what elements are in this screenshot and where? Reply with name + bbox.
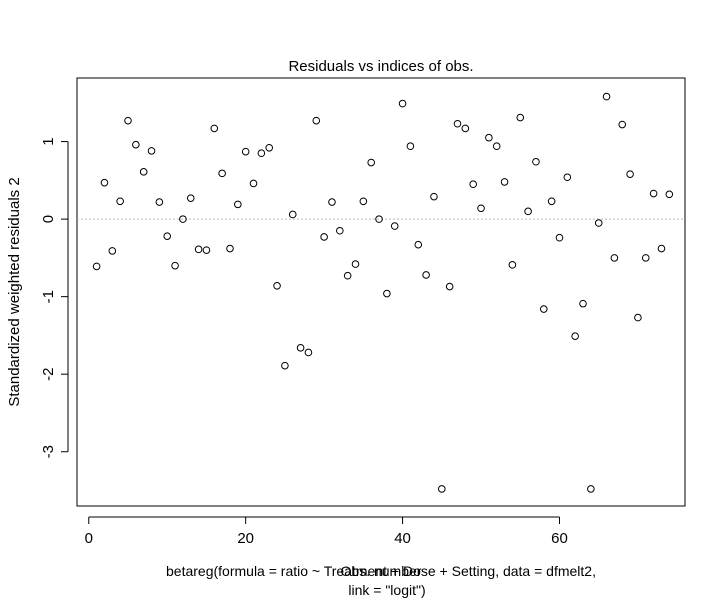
y-tick-label: -1 (40, 290, 57, 303)
caption-line-1: betareg(formula = ratio ~ Treatment + Do… (166, 563, 596, 579)
chart-title: Residuals vs indices of obs. (288, 58, 473, 75)
data-point (179, 215, 187, 223)
x-axis-label: Obs. number (341, 563, 422, 579)
data-point (328, 198, 336, 206)
data-point (124, 116, 132, 125)
data-point (296, 344, 305, 352)
data-point (186, 194, 195, 202)
y-tick-label: -2 (40, 368, 57, 381)
data-point (516, 113, 525, 122)
x-tick-label: 60 (551, 530, 568, 547)
data-point (202, 246, 211, 254)
data-point (320, 233, 328, 241)
data-point (398, 99, 407, 108)
data-point (492, 142, 501, 151)
data-point (657, 244, 666, 253)
data-point (359, 197, 368, 206)
data-point (218, 169, 226, 178)
plot-box (76, 77, 686, 507)
data-point (453, 119, 462, 128)
data-point (171, 261, 179, 270)
caption-line-2: link = "logit") (348, 582, 425, 598)
data-point (273, 281, 281, 290)
data-point (422, 271, 430, 279)
data-point (343, 271, 352, 280)
data-point (618, 120, 627, 129)
x-tick-label: 0 (85, 530, 93, 547)
data-point (390, 222, 399, 230)
y-axis-label: Standardized weighted residuals 2 (6, 177, 23, 406)
data-point (477, 204, 485, 213)
data-point (469, 180, 477, 189)
data-point (226, 244, 234, 253)
data-point (461, 124, 470, 133)
data-point (485, 133, 493, 142)
data-point (665, 190, 674, 199)
y-tick-label: -3 (40, 445, 57, 458)
data-point (257, 149, 266, 158)
data-point (634, 313, 642, 322)
data-point (312, 116, 321, 125)
data-point (438, 485, 446, 493)
data-point (336, 226, 344, 235)
data-point (241, 147, 250, 156)
data-point (155, 198, 164, 206)
x-tick-label: 20 (237, 530, 254, 547)
data-point (626, 170, 634, 178)
data-point (641, 254, 650, 262)
data-point (587, 485, 595, 493)
data-point (602, 92, 611, 101)
data-point (445, 282, 454, 291)
data-point (304, 348, 313, 357)
data-point (375, 215, 383, 223)
data-point (547, 197, 556, 206)
data-point (571, 332, 579, 340)
data-point (132, 140, 140, 149)
x-axis: 0 20 40 60 (85, 516, 568, 547)
data-point (555, 233, 564, 242)
data-point (210, 124, 219, 133)
data-point (92, 262, 101, 271)
data-point (100, 178, 109, 187)
data-point (108, 247, 117, 255)
data-points (92, 92, 674, 493)
data-point (500, 178, 509, 186)
y-tick-label: 0 (40, 215, 57, 223)
data-point (414, 240, 423, 249)
data-point (288, 210, 297, 219)
data-point (249, 179, 258, 188)
data-point (594, 219, 603, 227)
data-point (649, 189, 658, 198)
data-point (351, 260, 360, 268)
data-point (163, 232, 172, 240)
data-point (579, 299, 587, 308)
data-point (539, 305, 548, 313)
data-point (139, 168, 148, 176)
data-point (234, 200, 242, 209)
data-point (383, 289, 391, 298)
data-point (281, 361, 289, 370)
data-point (610, 254, 619, 262)
data-point (524, 207, 532, 216)
data-point (194, 245, 203, 254)
data-point (508, 261, 517, 269)
data-point (563, 173, 572, 182)
data-point (367, 158, 375, 167)
data-point (430, 192, 438, 201)
data-point (532, 157, 540, 166)
data-point (116, 197, 124, 206)
y-tick-label: 1 (40, 137, 57, 145)
x-tick-label: 40 (394, 530, 411, 547)
data-point (406, 142, 415, 151)
data-point (265, 143, 274, 152)
y-axis: -3 -2 -1 0 1 (40, 137, 69, 458)
data-point (147, 147, 156, 155)
